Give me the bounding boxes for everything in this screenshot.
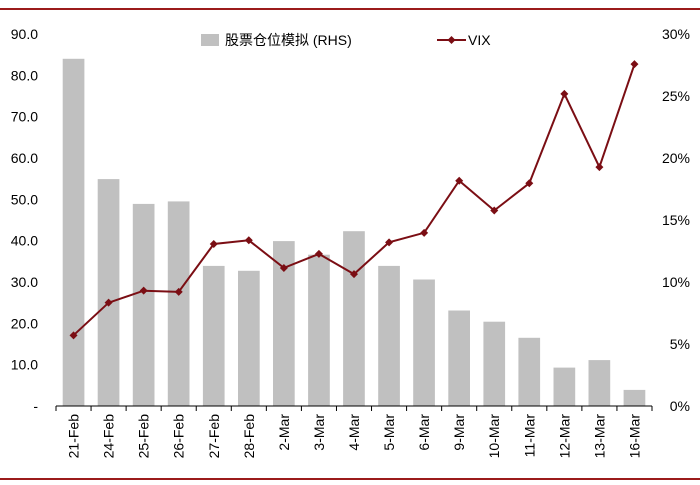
- y-left-tick-label: 80.0: [11, 67, 38, 83]
- y-left-tick-label: 30.0: [11, 274, 38, 290]
- y-left-tick-label: 20.0: [11, 315, 38, 331]
- bar: [202, 265, 225, 406]
- bar: [483, 321, 506, 406]
- bar: [273, 241, 295, 406]
- legend-bar-label: 股票仓位模拟 (RHS): [225, 32, 352, 48]
- bar: [413, 279, 435, 406]
- x-tick-label: 5-Mar: [381, 414, 397, 451]
- y-left-tick-label: -: [33, 398, 38, 414]
- x-tick-label: 28-Feb: [241, 414, 257, 459]
- bar: [518, 337, 541, 406]
- bar: [132, 203, 155, 406]
- legend-bar-swatch: [201, 34, 219, 46]
- vix-point: [279, 263, 288, 272]
- vix-point: [244, 236, 253, 245]
- bar: [623, 389, 646, 406]
- bar: [448, 310, 470, 406]
- y-left-tick-label: 40.0: [11, 233, 38, 249]
- x-tick-label: 6-Mar: [416, 414, 432, 451]
- vix-point: [314, 249, 323, 258]
- vix-point: [104, 298, 113, 307]
- bar: [238, 270, 260, 406]
- y-left-tick-label: 50.0: [11, 191, 38, 207]
- bar: [167, 201, 190, 406]
- x-tick-label: 4-Mar: [346, 414, 362, 451]
- vix-point: [69, 331, 78, 340]
- bar: [553, 367, 576, 406]
- y-right-tick-label: 30%: [662, 26, 690, 42]
- line-series: [69, 60, 639, 340]
- vix-point: [139, 286, 148, 295]
- x-tick-label: 2-Mar: [276, 414, 292, 451]
- legend: 股票仓位模拟 (RHS) VIX: [201, 32, 491, 48]
- bar: [588, 360, 611, 406]
- vix-point: [525, 179, 534, 188]
- vix-point: [209, 239, 218, 248]
- axes: 21-Feb 24-Feb 25-Feb 26-Feb 27-Feb 28-Feb 2-Ma…: [11, 26, 690, 458]
- legend-line-label: VIX: [468, 32, 491, 48]
- vix-point: [174, 287, 183, 296]
- x-tick-label: 26-Feb: [171, 414, 187, 459]
- vix-point: [350, 270, 358, 279]
- y-right-tick-label: 0%: [670, 398, 690, 414]
- bar-series: [62, 58, 646, 407]
- top-rule: [0, 8, 700, 10]
- x-tick-label: 3-Mar: [311, 414, 327, 451]
- y-right-tick-label: 20%: [662, 150, 690, 166]
- bar: [343, 231, 365, 406]
- bar: [308, 254, 330, 406]
- x-tick-label: 10-Mar: [486, 414, 502, 459]
- vix-point: [455, 176, 464, 185]
- x-tick-label: 21-Feb: [66, 414, 82, 459]
- x-tick-label: 27-Feb: [206, 414, 222, 459]
- x-tick-label: 25-Feb: [136, 414, 152, 459]
- vix-point: [630, 60, 639, 69]
- bottom-rule: [0, 478, 700, 480]
- vix-point: [385, 238, 394, 247]
- y-right-tick-label: 15%: [662, 212, 690, 228]
- bar: [378, 265, 400, 406]
- vix-point: [420, 228, 429, 237]
- y-right-tick-label: 25%: [662, 88, 690, 104]
- x-tick-label: 24-Feb: [101, 414, 117, 459]
- y-left-tick-label: 70.0: [11, 109, 38, 125]
- x-tick-label: 16-Mar: [626, 414, 642, 459]
- y-right-tick-label: 5%: [670, 336, 690, 352]
- vix-point: [490, 206, 499, 215]
- x-tick-label: 9-Mar: [451, 414, 467, 451]
- x-tick-label: 12-Mar: [556, 414, 572, 459]
- x-tick-label: 11-Mar: [521, 414, 537, 458]
- y-left-tick-label: 90.0: [11, 26, 38, 42]
- y-left-tick-label: 60.0: [11, 150, 38, 166]
- vix-point: [595, 163, 604, 172]
- legend-line-marker: [447, 36, 456, 44]
- bar: [97, 179, 120, 406]
- bar: [62, 58, 85, 407]
- vix-point: [560, 89, 569, 98]
- y-right-tick-label: 10%: [662, 274, 690, 290]
- y-left-tick-label: 10.0: [11, 357, 38, 373]
- x-tick-label: 13-Mar: [591, 414, 607, 459]
